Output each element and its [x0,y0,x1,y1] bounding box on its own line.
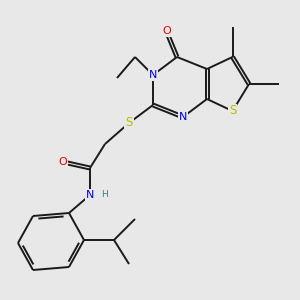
Text: N: N [86,190,94,200]
Text: O: O [162,26,171,37]
Text: S: S [229,104,236,118]
Text: N: N [149,70,157,80]
Text: O: O [58,157,68,167]
Text: H: H [101,190,108,199]
Text: S: S [125,116,133,130]
Text: N: N [179,112,187,122]
